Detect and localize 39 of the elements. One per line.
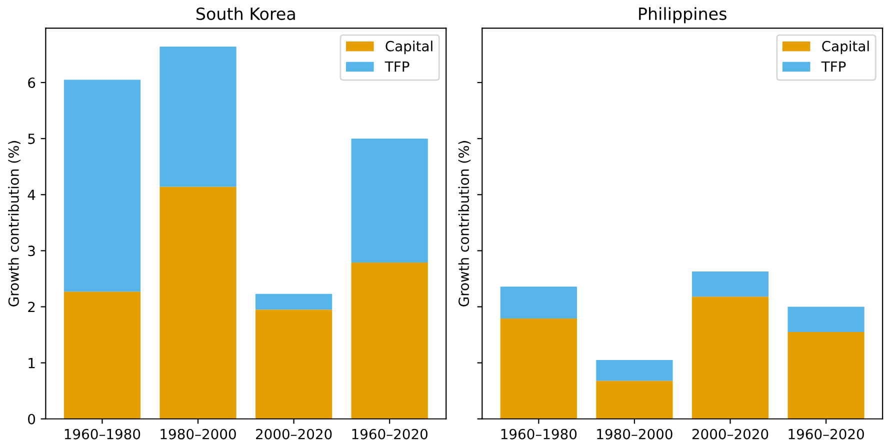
legend-label: Capital <box>386 40 432 54</box>
x-tick-label: 1960–1980 <box>64 428 140 440</box>
y-tick-label: 2 <box>28 302 35 312</box>
bar <box>500 286 577 319</box>
x-tick-label: 2000–2020 <box>256 428 332 440</box>
x-tick-label: 1980–2000 <box>597 428 672 440</box>
legend-label: TFP <box>821 61 846 72</box>
bar <box>255 294 332 310</box>
bar <box>596 380 673 419</box>
y-axis-title: Growth contribution (%) <box>8 141 21 306</box>
y-tick-label: 4 <box>28 190 36 200</box>
y-tick-label: 6 <box>28 78 36 88</box>
bar <box>692 296 769 419</box>
bar <box>596 360 673 381</box>
chart-title: South Korea <box>196 7 295 20</box>
y-axis-title: Growth contribution (%) <box>458 141 471 306</box>
x-tick-label: 1960–2020 <box>352 428 428 440</box>
y-tick-label: 1 <box>28 358 35 368</box>
y-tick-label: 0 <box>28 414 36 424</box>
bar <box>160 186 236 419</box>
bar <box>160 46 236 187</box>
bar <box>500 318 577 419</box>
bar <box>788 332 864 419</box>
bar <box>351 138 428 262</box>
legend-label: Capital <box>822 40 869 54</box>
bar <box>255 310 332 419</box>
bar <box>64 292 141 419</box>
bar <box>351 262 428 419</box>
x-tick-label: 1960–2020 <box>788 428 864 440</box>
y-tick-label: 5 <box>28 134 35 144</box>
x-tick-label: 2000–2020 <box>692 428 768 440</box>
legend-label: TFP <box>384 61 410 72</box>
y-tick-label: 3 <box>28 246 35 256</box>
x-tick-label: 1980–2000 <box>160 428 236 440</box>
bar <box>692 271 769 297</box>
chart-title: Philippines <box>639 7 726 24</box>
bar <box>64 80 141 292</box>
x-tick-label: 1960–1980 <box>501 428 577 440</box>
bar <box>788 306 864 332</box>
